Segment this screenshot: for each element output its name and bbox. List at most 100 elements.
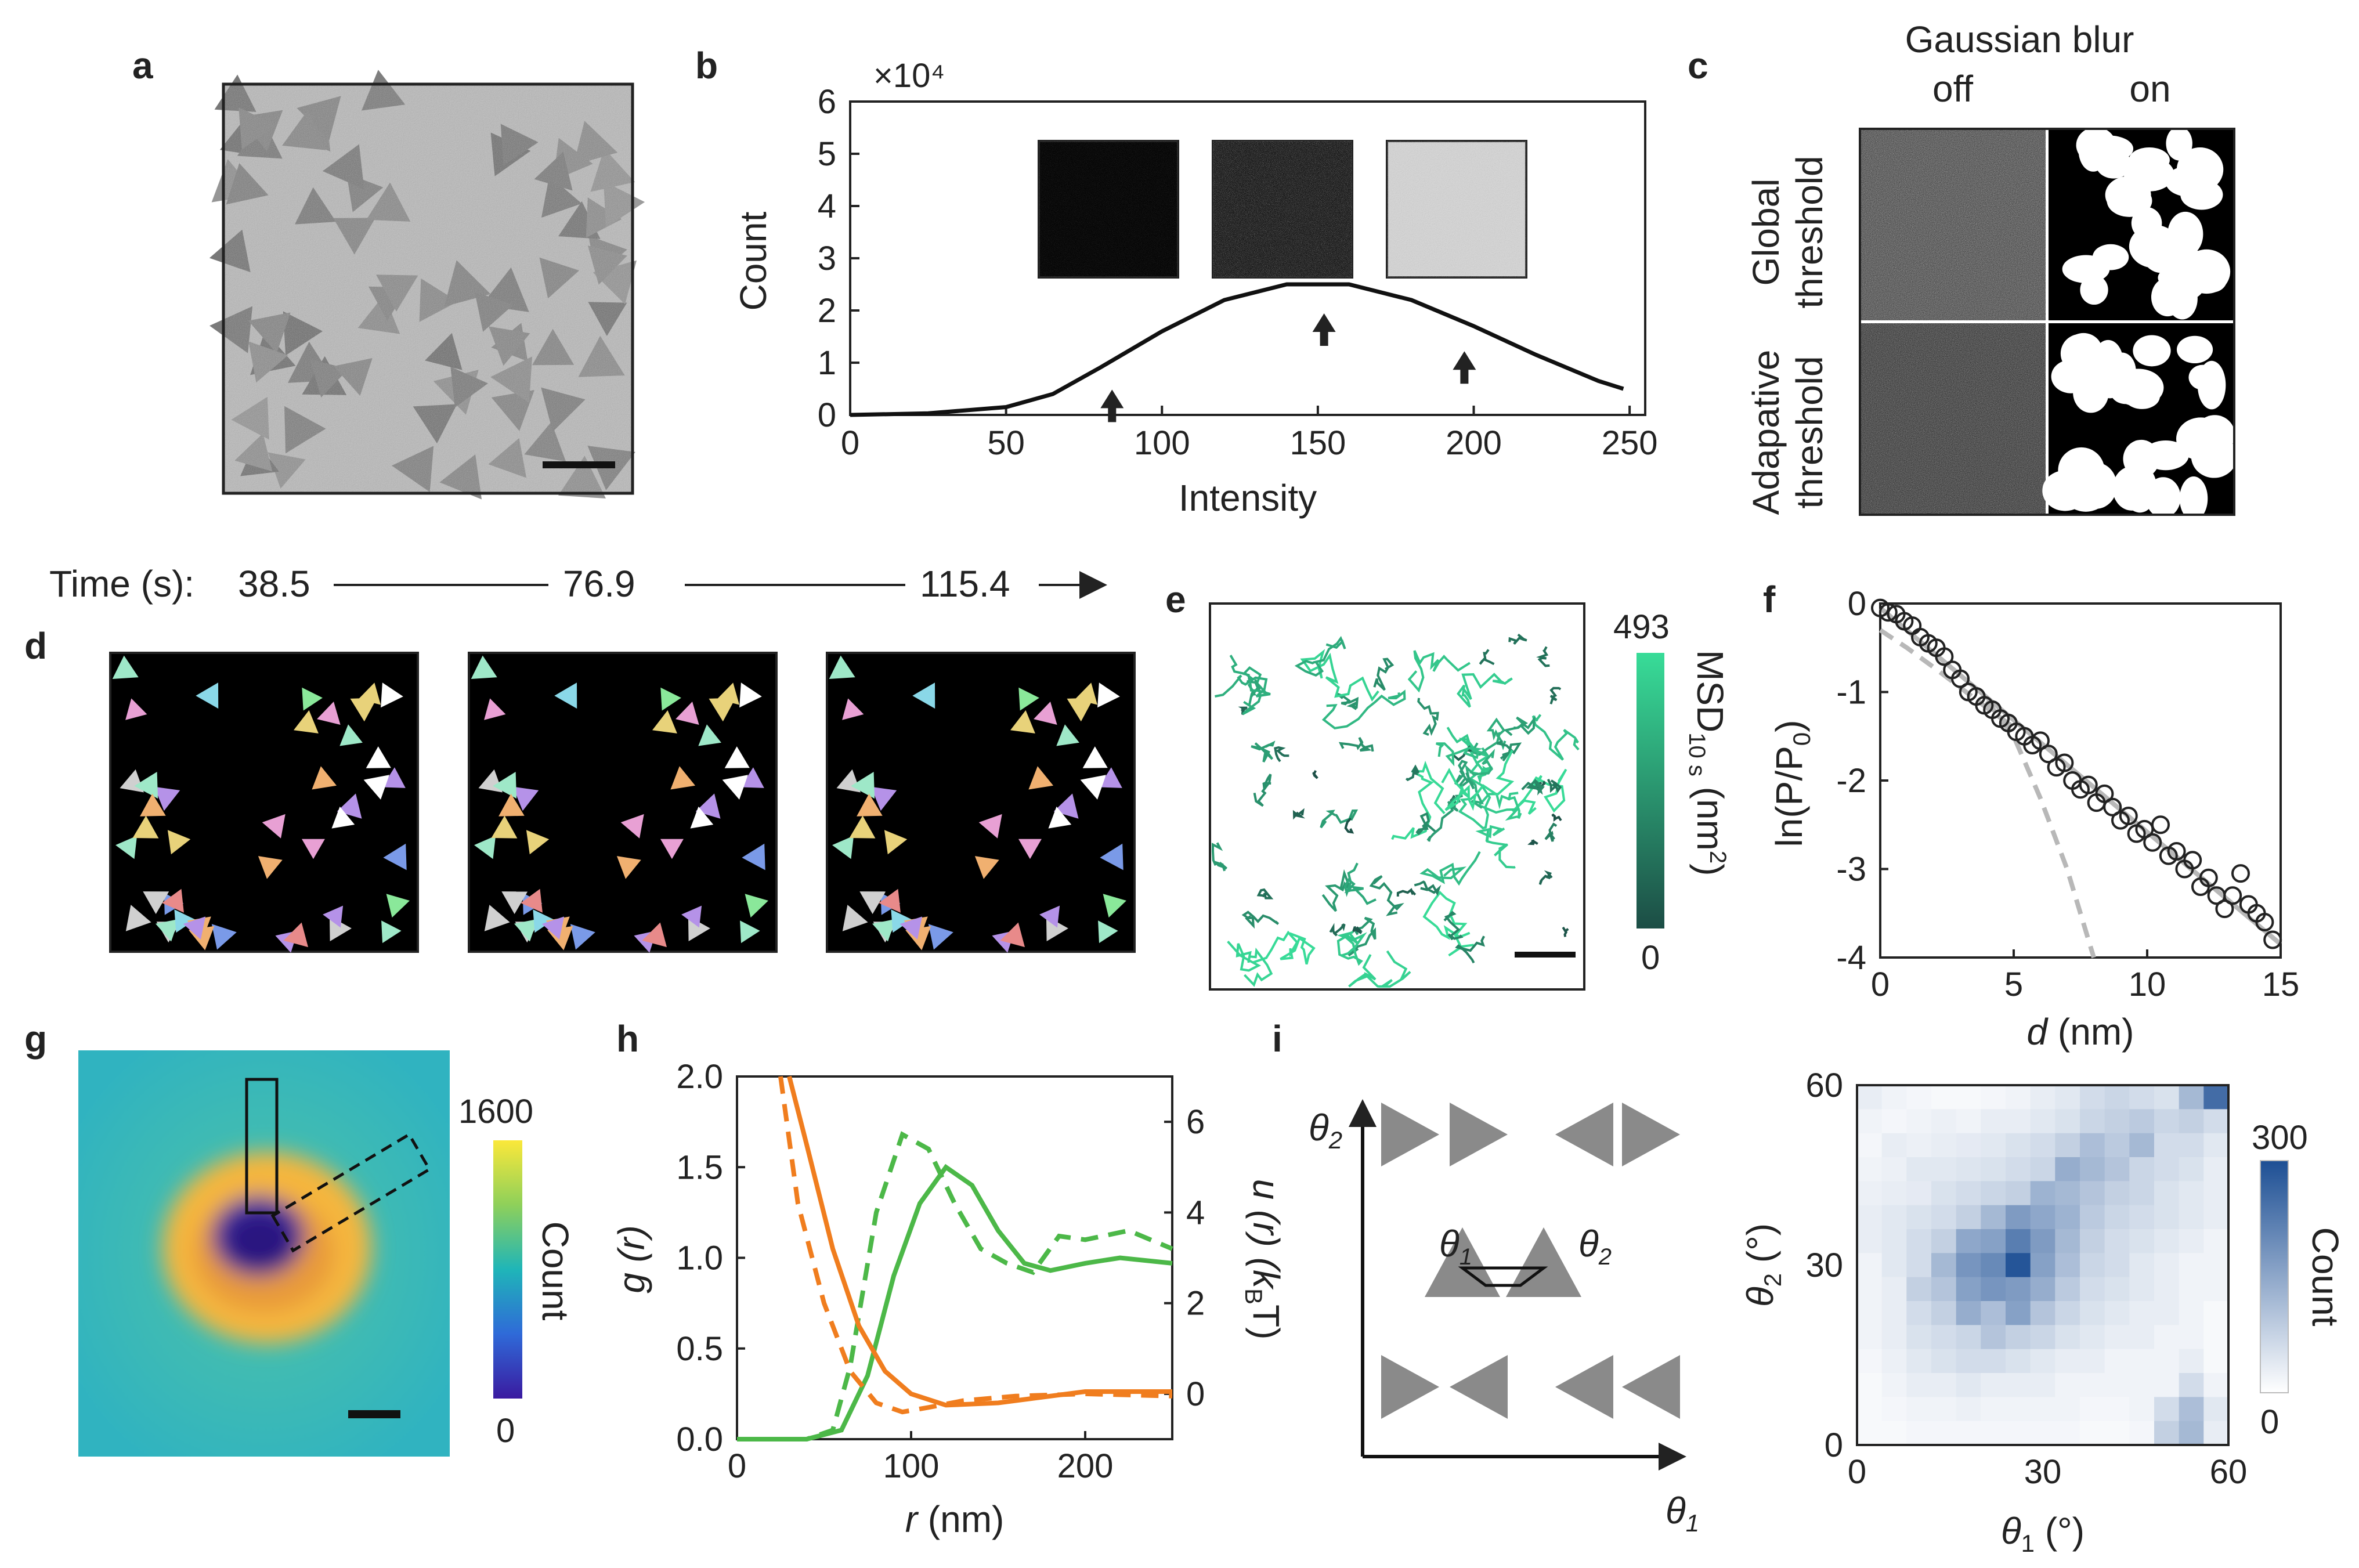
heat-cell: [1906, 1373, 1932, 1397]
row-global-a: Global: [1745, 179, 1787, 286]
y-tick-label: 0: [1825, 1426, 1843, 1464]
panel-label-b: b: [695, 45, 718, 86]
time-t2: 76.9: [563, 563, 635, 605]
segmented-particle: [125, 698, 147, 720]
segmented-particle: [690, 806, 714, 829]
heat-cell: [2203, 1133, 2229, 1158]
heat-cell: [1981, 1325, 2006, 1350]
heat-cell: [2104, 1325, 2130, 1350]
binary-blobs-global: [2062, 126, 2231, 320]
heat-cell: [2154, 1133, 2180, 1158]
segmented-particle: [709, 698, 736, 722]
heat-cell: [2203, 1181, 2229, 1206]
heat-cell: [2203, 1085, 2229, 1110]
heat-cell: [1881, 1157, 1907, 1182]
heat-cell: [1881, 1349, 1907, 1374]
trajectory: [1470, 717, 1507, 756]
heatmap-ticks: 0 30 60 0 30 60: [1805, 1067, 2247, 1491]
segmented-particle: [859, 891, 886, 915]
heat-cell: [2080, 1397, 2105, 1422]
trajectory: [1441, 750, 1515, 811]
triangle-pairs: [1381, 1103, 1680, 1419]
heat-cell: [2129, 1109, 2155, 1134]
trajectory: [1343, 862, 1377, 905]
blob: [2165, 263, 2206, 301]
segmented-particle: [312, 766, 337, 790]
data-points: [1871, 598, 2282, 949]
panel-e-trajectories: 493 0 MSD10 s (nm2): [1209, 602, 1731, 991]
x-tick-label: 10: [2129, 966, 2166, 1003]
heat-cell: [2129, 1301, 2155, 1325]
y-right-tick-label: 2: [1186, 1285, 1205, 1323]
heat-cell: [2129, 1349, 2155, 1374]
heat-cell: [1881, 1301, 1907, 1325]
segmented-particle: [675, 702, 699, 725]
heat-cell: [2203, 1397, 2229, 1422]
trajectory: [1251, 740, 1276, 763]
density-blobs: [162, 1152, 371, 1343]
heat-cell: [2055, 1085, 2080, 1110]
data-point: [2167, 842, 2186, 861]
data-point: [2151, 815, 2170, 834]
trajectory-frame: [1209, 602, 1585, 991]
segmented-particle: [829, 655, 855, 679]
heat-cell: [2030, 1253, 2055, 1278]
trajectory: [1405, 764, 1420, 782]
histogram-line: [850, 282, 1624, 417]
panel-label-h: h: [616, 1018, 639, 1060]
dashed-roi: [270, 1132, 432, 1253]
y-tick-label: 5: [818, 135, 836, 173]
heat-cell: [1857, 1109, 1883, 1134]
panel-f-displacement-distribution: 0 5 10 15 0 -1 -2 -3 -4 ln(P/P0) d (nm): [1768, 585, 2299, 1053]
segmented-particle: [670, 766, 695, 790]
heat-cell: [2104, 1085, 2130, 1110]
heat-cell: [1956, 1229, 1981, 1253]
segmented-particle: [879, 888, 901, 913]
y-tick-label: -2: [1836, 762, 1866, 800]
heat-cell: [1931, 1277, 1957, 1302]
heat-cell: [2203, 1205, 2229, 1230]
heat-cell: [1981, 1277, 2006, 1302]
heat-cell: [1931, 1397, 1957, 1422]
heat-cell: [1881, 1229, 1907, 1253]
trajectory: [1544, 822, 1558, 842]
blob: [2133, 335, 2171, 367]
segmented-particle: [681, 905, 702, 928]
segmented-particle: [1082, 746, 1108, 768]
trajectory: [1329, 923, 1346, 937]
segmented-particle: [514, 919, 538, 942]
heat-cell: [2104, 1133, 2130, 1158]
heat-cell: [1857, 1325, 1883, 1350]
heat-cell: [2006, 1253, 2031, 1278]
trajectory: [1292, 808, 1306, 820]
segmented-particle: [739, 682, 762, 708]
segmented-particle: [1039, 905, 1060, 928]
segmented-particle: [541, 916, 565, 940]
segmented-particle: [832, 836, 854, 859]
segmented-particle: [491, 815, 518, 839]
heat-cell: [2154, 1277, 2180, 1302]
heat-cell: [1931, 1349, 1957, 1374]
y-right-label: u (r) (kBT): [1240, 1179, 1287, 1340]
heat-cell: [1857, 1181, 1883, 1206]
segmented-particle: [156, 919, 179, 942]
heat-cell: [1931, 1157, 1957, 1182]
trajectory: [1321, 869, 1350, 912]
heat-cell: [2006, 1277, 2031, 1302]
heat-cell: [1981, 1421, 2006, 1446]
trajectory: [1336, 930, 1367, 966]
segmented-particle: [660, 687, 681, 711]
cbar-label: Count: [534, 1222, 576, 1321]
trajectory: [1312, 769, 1318, 779]
trajectory: [1373, 657, 1395, 691]
data-point: [2231, 864, 2250, 883]
segmented-particle: [132, 815, 159, 839]
x-tick-label: 60: [2210, 1453, 2248, 1491]
heat-cell: [1906, 1397, 1932, 1422]
heat-cell: [1857, 1205, 1883, 1230]
trajectory: [1562, 926, 1569, 937]
heat-cell: [2080, 1181, 2105, 1206]
frame-2-particles: [471, 655, 768, 953]
trajectory: [1527, 839, 1538, 846]
